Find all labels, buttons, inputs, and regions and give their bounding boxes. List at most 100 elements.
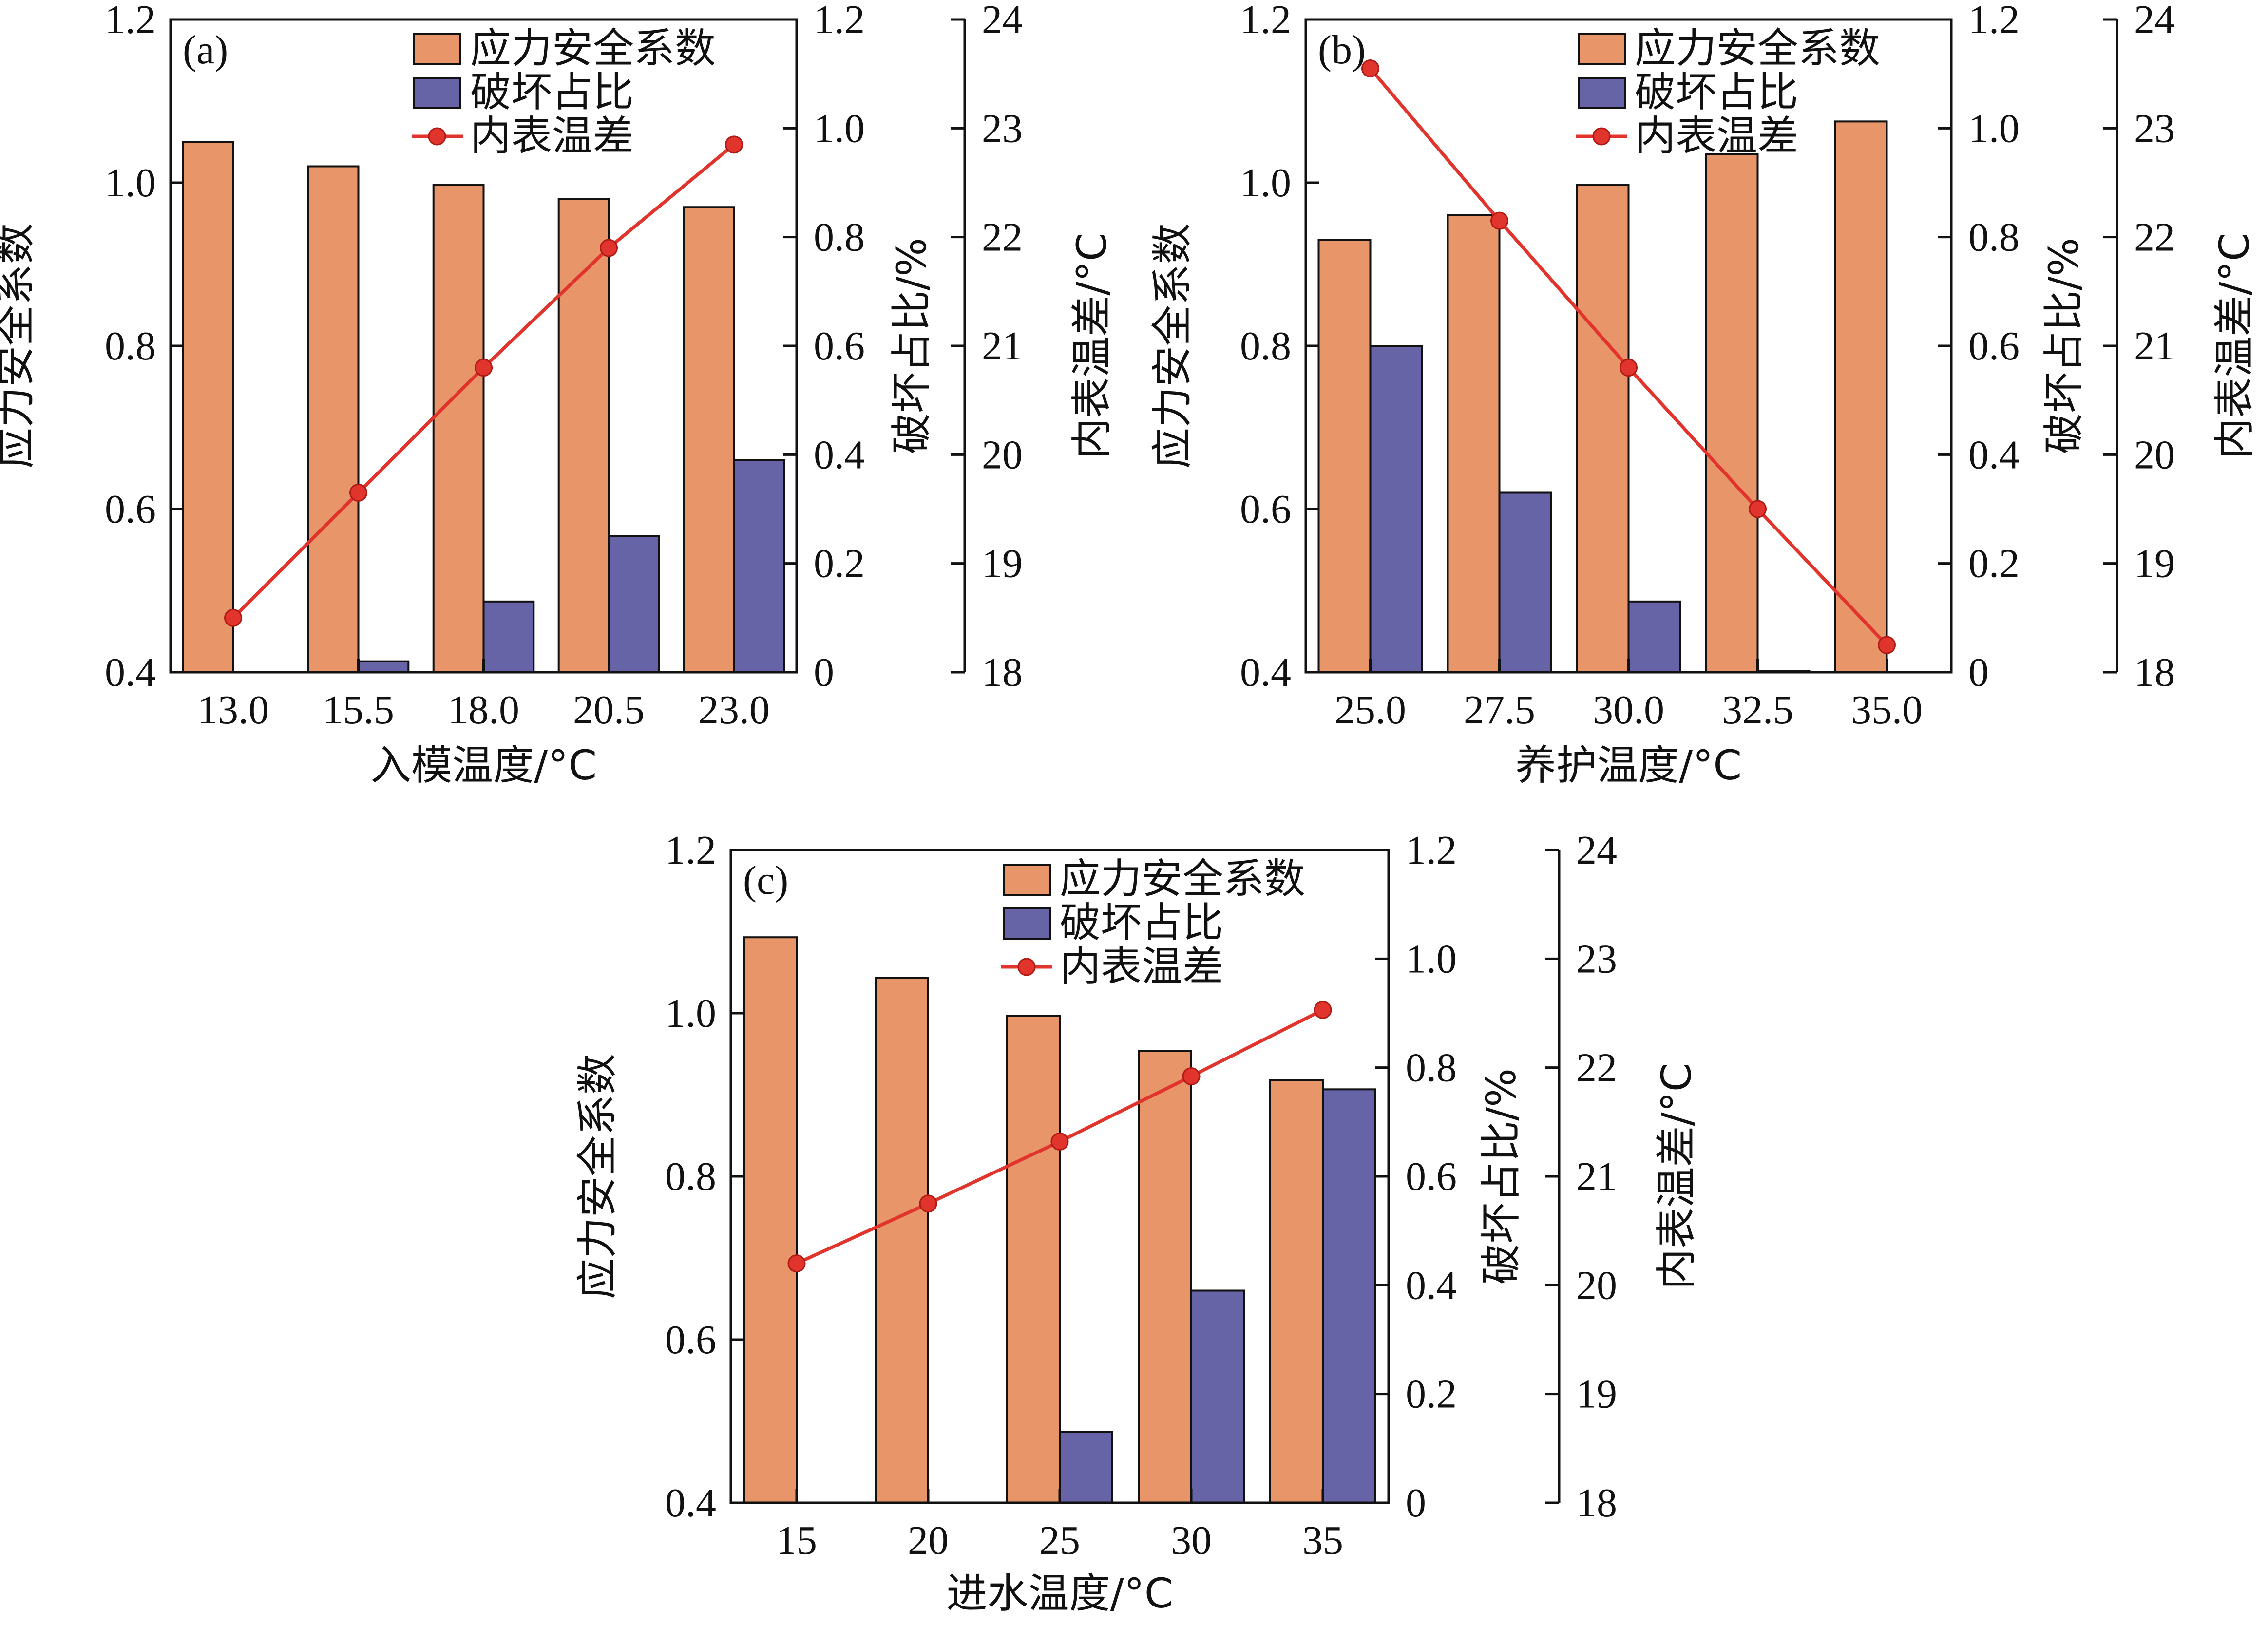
right-axis-1-tick-label: 0.6 xyxy=(1406,1154,1457,1199)
right-axis-1-tick-label: 1.2 xyxy=(1968,0,2020,42)
panel-b: 0.4 0.6 0.8 1.0 1.2 0 0.2 0.4 0.6 0.8 1.0 1.2 18 19 20… xyxy=(1148,0,2258,789)
safety-factor-bar xyxy=(1447,214,1501,673)
x-axis-tick-label: 35.0 xyxy=(1851,687,1923,733)
left-axis-tick-label: 0.8 xyxy=(1240,323,1291,369)
temp-diff-point xyxy=(1878,636,1896,654)
damage-ratio-bar xyxy=(482,600,535,674)
temp-diff-point xyxy=(600,239,618,257)
damage-ratio-bar xyxy=(1322,1088,1376,1504)
x-axis-title: 进水温度/°C xyxy=(947,1569,1173,1617)
safety-factor-bar xyxy=(1317,239,1372,673)
legend-swatch-safety xyxy=(1003,864,1051,896)
damage-ratio-bar xyxy=(608,535,660,674)
x-axis-tick-label: 20 xyxy=(908,1518,949,1563)
x-axis-tick-label: 32.5 xyxy=(1722,687,1793,733)
x-axis-tick-label: 15 xyxy=(776,1518,817,1563)
legend-label-safety: 应力安全系数 xyxy=(1060,855,1305,903)
legend-label-safety: 应力安全系数 xyxy=(470,24,716,72)
legend-marker-temp xyxy=(428,127,446,146)
x-axis-tick-label: 35 xyxy=(1302,1518,1343,1563)
right-axis-2-tick-label: 22 xyxy=(1576,1045,1617,1091)
right-axis-2-tick-label: 18 xyxy=(1576,1480,1617,1526)
safety-factor-bar xyxy=(683,206,735,673)
left-axis-tick-label: 1.0 xyxy=(1240,160,1291,206)
right-axis-2-tick-label: 19 xyxy=(2134,541,2175,586)
right-axis-1-tick-label: 0.2 xyxy=(814,541,865,586)
right-axis-2-tick-label: 24 xyxy=(982,0,1023,42)
damage-ratio-bar xyxy=(1369,345,1423,673)
legend-marker-temp xyxy=(1592,127,1611,146)
right-axis-1-tick-label: 1.2 xyxy=(814,0,865,42)
left-axis-title: 应力安全系数 xyxy=(0,223,39,469)
safety-factor-bar xyxy=(1006,1015,1061,1504)
left-axis-tick-label: 0.8 xyxy=(665,1154,716,1199)
left-axis-tick-label: 0.6 xyxy=(1240,487,1291,532)
damage-ratio-bar xyxy=(1627,600,1681,674)
right-axis-1-tick-label: 0.4 xyxy=(814,432,865,477)
safety-factor-bar xyxy=(1576,184,1630,673)
right-axis-1-tick-label: 0.4 xyxy=(1968,432,2020,477)
temp-diff-point xyxy=(475,359,493,377)
right-axis-2-tick-label: 19 xyxy=(1576,1372,1617,1417)
right-axis-2-tick-label: 18 xyxy=(982,650,1023,695)
legend-swatch-safety xyxy=(413,33,461,65)
legend-label-safety: 应力安全系数 xyxy=(1635,24,1880,72)
damage-ratio-bar xyxy=(733,459,785,673)
legend-swatch-damage xyxy=(1003,907,1051,940)
temp-diff-point xyxy=(787,1254,806,1273)
right-axis-1-title: 破坏占比/% xyxy=(1477,1068,1525,1285)
right-axis-1-title: 破坏占比/% xyxy=(2040,238,2088,454)
right-axis-1-tick-label: 1.0 xyxy=(1968,106,2020,151)
right-axis-2-tick-label: 24 xyxy=(2134,0,2175,42)
left-axis-tick-label: 0.8 xyxy=(105,323,156,369)
right-axis-2-tick-label: 19 xyxy=(982,541,1023,586)
right-axis-2-tick-label: 23 xyxy=(2134,106,2175,151)
temp-diff-point xyxy=(919,1194,937,1213)
right-axis-2-tick-label: 18 xyxy=(2134,650,2175,695)
right-axis-2-tick-label: 23 xyxy=(1576,936,1617,982)
right-axis-1-tick-label: 0.4 xyxy=(1406,1263,1457,1308)
safety-factor-bar xyxy=(875,977,929,1504)
safety-factor-bar xyxy=(557,198,610,673)
panel-c: 0.4 0.6 0.8 1.0 1.2 0 0.2 0.4 0.6 0.8 1.0 1.2 18 19 20… xyxy=(573,828,1700,1617)
temp-diff-point xyxy=(1314,1001,1332,1019)
left-axis-tick-label: 0.6 xyxy=(105,487,156,532)
x-axis-tick-label: 30 xyxy=(1171,1518,1212,1563)
right-axis-2-tick-label: 20 xyxy=(982,432,1023,477)
damage-ratio-bar xyxy=(1498,491,1552,673)
right-axis-1-title: 破坏占比/% xyxy=(888,238,935,454)
safety-factor-bar xyxy=(182,141,234,673)
legend-marker-temp xyxy=(1017,958,1036,976)
left-axis-tick-label: 1.2 xyxy=(665,828,716,873)
x-axis-tick-label: 13.0 xyxy=(197,687,269,733)
x-axis-tick-label: 15.5 xyxy=(323,687,394,733)
damage-ratio-bar xyxy=(357,660,410,673)
legend-label-temp: 内表温差 xyxy=(1635,112,1798,160)
panel-label: (a) xyxy=(183,27,228,73)
right-axis-1-tick-label: 0.6 xyxy=(1968,323,2020,369)
right-axis-1-tick-label: 0.8 xyxy=(1406,1045,1457,1091)
temp-diff-point xyxy=(224,608,242,627)
right-axis-2-tick-label: 22 xyxy=(2134,215,2175,260)
temp-diff-point xyxy=(1620,359,1638,377)
temp-diff-point xyxy=(1050,1133,1069,1151)
right-axis-2-tick-label: 22 xyxy=(982,215,1023,260)
right-axis-1-tick-label: 1.2 xyxy=(1406,828,1457,873)
panel-label: (b) xyxy=(1318,27,1366,73)
legend-label-temp: 内表温差 xyxy=(470,112,634,160)
right-axis-2-tick-label: 21 xyxy=(1576,1154,1617,1199)
right-axis-2-tick-label: 21 xyxy=(2134,323,2175,369)
left-axis-tick-label: 1.2 xyxy=(1240,0,1291,42)
panel-a: 0.4 0.6 0.8 1.0 1.2 0 0.2 0.4 0.6 0.8 1.0 1.2 18 19 20… xyxy=(0,0,1116,789)
temp-diff-point xyxy=(1749,500,1767,518)
right-axis-1-tick-label: 0.2 xyxy=(1406,1372,1457,1417)
safety-factor-bar xyxy=(1705,153,1759,673)
damage-ratio-bar xyxy=(1190,1289,1245,1504)
x-axis-tick-label: 25 xyxy=(1039,1518,1080,1563)
left-axis-title: 应力安全系数 xyxy=(1148,223,1196,469)
left-axis-tick-label: 1.0 xyxy=(105,160,156,206)
right-axis-2-title: 内表温差/°C xyxy=(1068,233,1116,459)
right-axis-1-tick-label: 0.8 xyxy=(814,215,865,260)
temp-diff-point xyxy=(349,484,367,502)
